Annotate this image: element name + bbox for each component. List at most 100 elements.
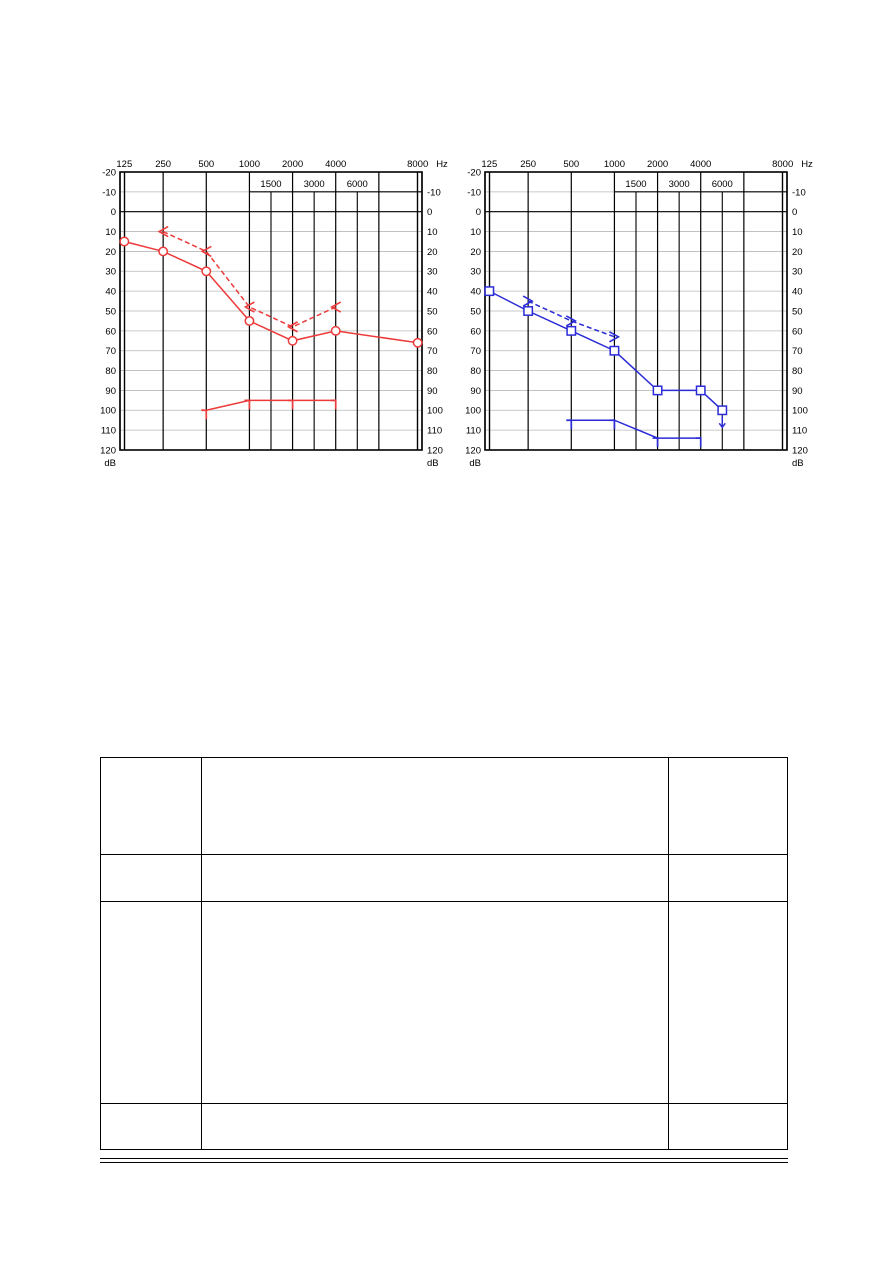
- table-row: [99, 854, 789, 902]
- db-label-right-120: 120: [427, 445, 443, 456]
- db-label-left-30: 30: [105, 267, 116, 278]
- db-label-left-80: 80: [470, 366, 481, 377]
- db-unit-right: dB: [427, 458, 439, 469]
- db-label-right-0: 0: [427, 207, 432, 218]
- symbol-air-unmasked: [330, 325, 341, 336]
- symbol-air-unmasked: [287, 335, 298, 346]
- symbol-masked-bone: [330, 399, 337, 410]
- db-label-right-100: 100: [792, 406, 808, 417]
- symbol-bone-unmasked-right: [286, 321, 298, 333]
- halfoctave-label-1500: 1500: [260, 179, 281, 190]
- db-label-left-10: 10: [105, 227, 116, 238]
- symbol-air-masked: [652, 385, 663, 396]
- db-label-right-80: 80: [792, 366, 803, 377]
- db-label-left--20: -20: [467, 167, 481, 178]
- freq-label-4000: 4000: [690, 159, 711, 170]
- db-label-right-70: 70: [427, 346, 438, 357]
- db-label-right-30: 30: [792, 267, 803, 278]
- db-label-left-40: 40: [470, 287, 481, 298]
- db-label-right-90: 90: [792, 386, 803, 397]
- table-cell: [667, 1103, 789, 1150]
- db-label-left-120: 120: [465, 445, 481, 456]
- symbol-bone-unmasked-right: [200, 245, 212, 258]
- table-cell: [99, 1103, 203, 1150]
- freq-label-250: 250: [520, 159, 536, 170]
- symbol-air-masked: [484, 286, 495, 297]
- db-label-right-120: 120: [792, 445, 808, 456]
- symbol-air-masked: [695, 385, 706, 396]
- table-cell: [667, 901, 789, 1104]
- db-label-left--20: -20: [102, 167, 116, 178]
- db-label-right-20: 20: [427, 247, 438, 258]
- db-label-left-60: 60: [470, 326, 481, 337]
- symbol-air-masked: [609, 345, 620, 356]
- symbol-bone-unmasked-right: [330, 301, 342, 313]
- table-cell: [667, 757, 789, 855]
- table-cell: [201, 854, 669, 902]
- symbol-masked-bone: [201, 409, 208, 420]
- db-label-right-40: 40: [792, 287, 803, 298]
- findings-table: [99, 757, 789, 1150]
- db-label-right-40: 40: [427, 287, 438, 298]
- symbol-masked-bone: [287, 399, 294, 410]
- db-label-right-10: 10: [427, 227, 438, 238]
- frequency-axis-label: Hz: [801, 159, 813, 170]
- halfoctave-label-6000: 6000: [347, 179, 368, 190]
- series-right-caret: [522, 295, 621, 343]
- db-label-left-40: 40: [105, 287, 116, 298]
- db-label-left-90: 90: [105, 386, 116, 397]
- freq-label-1000: 1000: [239, 159, 260, 170]
- freq-label-125: 125: [481, 159, 497, 170]
- db-label-left-50: 50: [470, 306, 481, 317]
- table-cell: [201, 757, 669, 855]
- db-label-left-0: 0: [111, 207, 116, 218]
- plot-frame: [119, 171, 423, 451]
- db-label-right-50: 50: [427, 306, 438, 317]
- freq-label-4000: 4000: [325, 159, 346, 170]
- symbol-masked-bone: [244, 399, 251, 410]
- db-label-left-70: 70: [105, 346, 116, 357]
- table-cell: [201, 1103, 669, 1150]
- freq-label-2000: 2000: [647, 159, 668, 170]
- db-label-left--10: -10: [467, 187, 481, 198]
- symbol-air-unmasked: [119, 236, 130, 247]
- table-cell: [99, 854, 203, 902]
- db-label-right--10: -10: [792, 187, 806, 198]
- db-label-left-20: 20: [470, 247, 481, 258]
- db-label-left-0: 0: [476, 207, 481, 218]
- symbol-air-unmasked: [412, 337, 423, 348]
- symbol-air-unmasked: [201, 266, 212, 277]
- db-label-left--10: -10: [102, 187, 116, 198]
- db-label-right-110: 110: [427, 426, 442, 437]
- table-cell: [99, 901, 203, 1104]
- db-label-left-20: 20: [105, 247, 116, 258]
- symbol-bone-unmasked-right: [157, 225, 169, 238]
- db-label-right-60: 60: [427, 326, 438, 337]
- freq-label-500: 500: [563, 159, 579, 170]
- db-label-right-110: 110: [792, 426, 807, 437]
- symbol-bone-unmasked-right: [243, 301, 255, 313]
- db-label-left-110: 110: [466, 426, 481, 437]
- db-label-left-100: 100: [465, 406, 481, 417]
- symbol-bone-unmasked-left: [609, 331, 621, 343]
- freq-label-250: 250: [155, 159, 171, 170]
- db-label-right-60: 60: [792, 326, 803, 337]
- db-label-right-30: 30: [427, 267, 438, 278]
- symbol-masked-bone: [609, 419, 616, 430]
- db-label-right--10: -10: [427, 187, 441, 198]
- series-line: [206, 399, 336, 412]
- symbol-air-unmasked: [158, 246, 169, 257]
- db-unit-left: dB: [469, 458, 481, 469]
- audiogram-left-ear: 125 250 500 1000 2000 4000 8000 Hz 1500 3000 6000-…: [457, 140, 817, 490]
- db-label-left-90: 90: [470, 386, 481, 397]
- db-label-right-10: 10: [792, 227, 803, 238]
- db-label-left-100: 100: [100, 406, 116, 417]
- no-response-arrow-head: [718, 422, 726, 429]
- frequency-axis-label: Hz: [436, 159, 448, 170]
- db-label-left-110: 110: [101, 426, 116, 437]
- halfoctave-label-1500: 1500: [625, 179, 646, 190]
- db-label-right-100: 100: [427, 406, 443, 417]
